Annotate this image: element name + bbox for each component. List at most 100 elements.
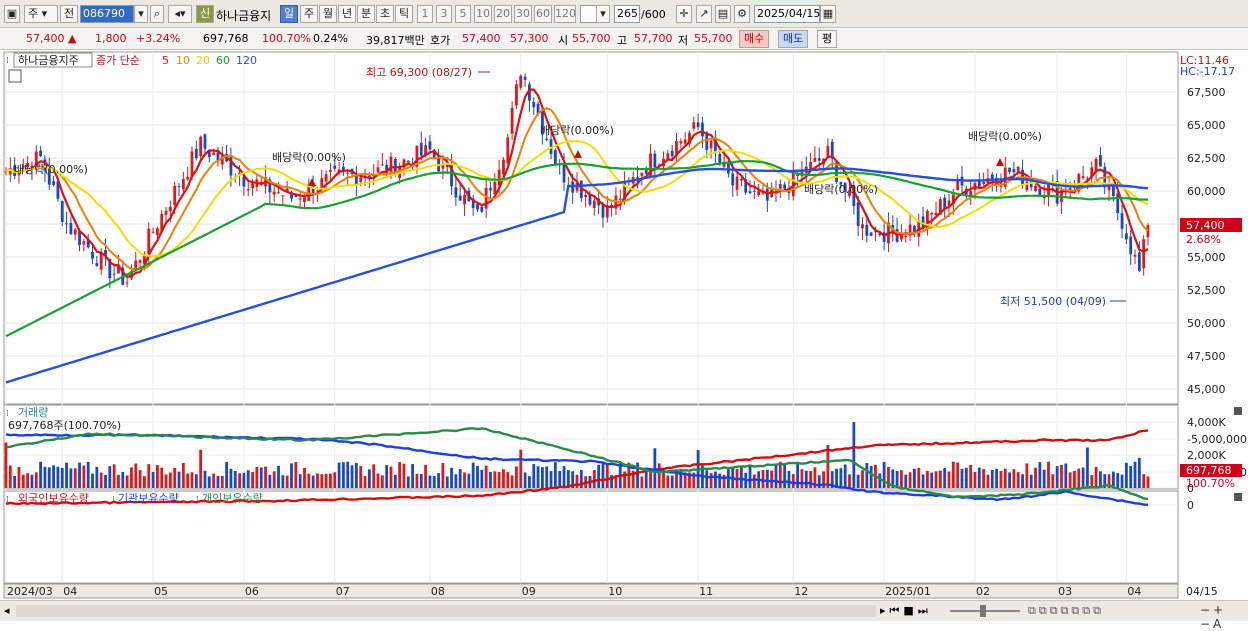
ma-line-20 — [5, 139, 1149, 258]
zoom-slider-handle[interactable] — [980, 605, 986, 617]
period-mode-value: 주 — [28, 7, 39, 20]
table-toggle-icon[interactable] — [8, 69, 22, 83]
candle-body — [199, 136, 203, 157]
tab-year[interactable]: 년 — [338, 5, 356, 23]
volume-last-tag — [1180, 464, 1242, 477]
minute-option-120[interactable]: 120 — [554, 5, 576, 23]
tab-day[interactable]: 일 — [280, 5, 298, 23]
candle-body — [52, 181, 55, 186]
buy-button[interactable]: 매수 — [739, 30, 770, 48]
new-badge: 신 — [196, 5, 214, 23]
gear-icon[interactable]: ⚙ — [734, 5, 750, 23]
date-input[interactable]: 2025/04/15 — [754, 5, 820, 23]
candle-body — [424, 145, 427, 156]
candle-body — [108, 258, 112, 279]
volume-bar — [4, 442, 8, 488]
volume-bar — [510, 475, 514, 488]
period-mode-select[interactable]: 주 ▾ — [24, 5, 58, 23]
candle-body — [376, 167, 380, 173]
volume-bar — [181, 462, 185, 488]
eval-button[interactable]: 평 — [817, 30, 838, 48]
minute-option-10[interactable]: 10 — [474, 5, 492, 23]
tab-month[interactable]: 월 — [319, 5, 337, 23]
candle-body — [791, 170, 795, 197]
sell-button[interactable]: 매도 — [778, 30, 809, 48]
volume-bar — [865, 462, 869, 488]
candle-body — [450, 164, 453, 187]
volume-bar — [419, 473, 423, 488]
volume-bar — [216, 475, 220, 488]
speaker-icon[interactable]: ◂▾ — [168, 5, 192, 23]
ma-line-120 — [5, 167, 1149, 384]
tool-icons[interactable]: ⧉⧉⧉⧉⧉⧉⧉ — [1028, 604, 1104, 617]
volume-bar — [636, 462, 639, 488]
price-change: 1,800 — [95, 32, 127, 45]
high-annotation: 최고 69,300 (08/27) — [366, 66, 472, 79]
volume-bar — [294, 462, 298, 488]
search-icon[interactable]: ⌕ — [150, 5, 164, 23]
calendar-icon[interactable]: ▦ — [820, 5, 836, 23]
volume-bar — [605, 464, 609, 488]
minute-option-30[interactable]: 30 — [514, 5, 532, 23]
minute-option-1[interactable]: 1 — [417, 5, 433, 23]
candle-body — [718, 153, 722, 164]
draw-tool-icon[interactable]: ↗ — [696, 5, 712, 23]
playback-controls[interactable]: ▸⏮■⏭ — [880, 604, 932, 617]
volume-bar — [251, 472, 254, 488]
volume-bar — [454, 474, 458, 488]
data-count-input[interactable]: 265 — [614, 5, 640, 23]
candle-body — [861, 224, 864, 229]
minute-option-3[interactable]: 3 — [436, 5, 452, 23]
volume-bar — [138, 470, 142, 488]
candle-body — [549, 139, 553, 155]
x-axis-label: 11 — [699, 585, 713, 598]
volume-bar — [631, 470, 635, 488]
candle-body — [82, 241, 86, 245]
interval-dropdown-icon[interactable]: ▾ — [596, 5, 610, 23]
volume-bar — [917, 467, 921, 488]
zoom-controls[interactable]: −+−A — [1200, 603, 1227, 631]
tab-tick[interactable]: 틱 — [395, 5, 413, 23]
tab-second[interactable]: 초 — [376, 5, 394, 23]
volume-bar — [56, 466, 60, 488]
chart-area[interactable]: 67,50065,00062,50060,00057,50055,00052,5… — [0, 50, 1248, 600]
minute-option-60[interactable]: 60 — [534, 5, 552, 23]
scroll-left-icon[interactable]: ◂ — [4, 604, 10, 617]
volume-bar — [653, 448, 657, 488]
stock-name: 하나금융지 — [216, 9, 272, 23]
all-button[interactable]: 전 — [60, 5, 78, 23]
candle-body — [125, 282, 129, 284]
holdings-panel-close-icon[interactable] — [1234, 493, 1242, 501]
minute-option-5[interactable]: 5 — [455, 5, 471, 23]
candle-body — [385, 164, 389, 173]
volume-bar — [506, 472, 510, 488]
candle-body — [1034, 185, 1037, 191]
candle-body — [601, 203, 605, 218]
volume-bar — [1107, 474, 1111, 488]
stock-code-input[interactable]: 086790 — [80, 5, 134, 23]
candle-body — [977, 181, 981, 187]
crosshair-icon[interactable]: ✛ — [676, 5, 692, 23]
candle-body — [990, 174, 994, 181]
minute-option-20[interactable]: 20 — [494, 5, 512, 23]
candle-body — [229, 157, 233, 176]
volume-bar — [973, 471, 977, 488]
volume-bar — [121, 471, 125, 488]
volume-bar — [964, 467, 968, 488]
code-dropdown-icon[interactable]: ▾ — [134, 5, 148, 23]
tab-minute[interactable]: 분 — [357, 5, 375, 23]
volume-bar — [908, 472, 912, 488]
candle-body — [432, 149, 436, 159]
candle-body — [1003, 167, 1007, 187]
save-icon[interactable]: ▤ — [715, 5, 731, 23]
volume-bar — [428, 475, 432, 488]
scroll-track[interactable] — [16, 605, 876, 617]
scroll-bar[interactable]: ◂ ▸⏮■⏭ ⧉⧉⧉⧉⧉⧉⧉ −+−A — [0, 600, 1248, 631]
volume-panel-close-icon[interactable] — [1234, 407, 1242, 415]
candle-body — [502, 159, 505, 175]
volume-bar — [34, 472, 38, 488]
tab-week[interactable]: 주 — [300, 5, 318, 23]
candle-body — [1016, 166, 1020, 172]
chart-menu-icon[interactable]: ▣ — [4, 5, 20, 23]
volume-bar — [878, 473, 882, 488]
